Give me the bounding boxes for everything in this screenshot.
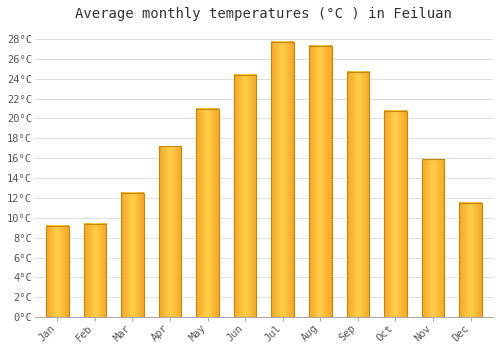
Bar — [272, 42, 294, 317]
Bar — [121, 193, 144, 317]
Bar — [384, 111, 406, 317]
Bar — [422, 159, 444, 317]
Bar — [309, 46, 332, 317]
Bar — [84, 224, 106, 317]
Title: Average monthly temperatures (°C ) in Feiluan: Average monthly temperatures (°C ) in Fe… — [76, 7, 452, 21]
Bar — [158, 146, 181, 317]
Bar — [46, 226, 68, 317]
Bar — [234, 75, 256, 317]
Bar — [459, 203, 482, 317]
Bar — [346, 72, 369, 317]
Bar — [196, 108, 219, 317]
